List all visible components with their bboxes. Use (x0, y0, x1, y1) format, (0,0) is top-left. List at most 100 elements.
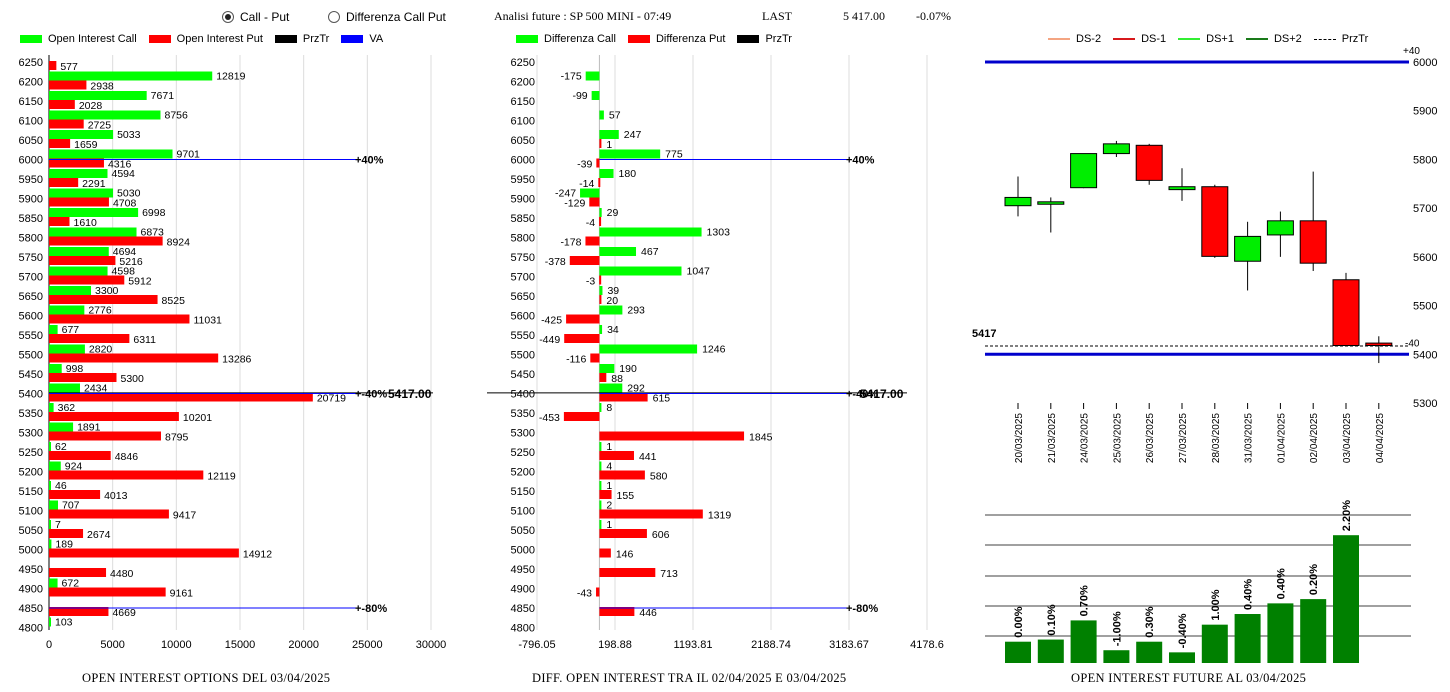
diff-put-label: 1319 (708, 510, 732, 522)
y-tick-label: 5600 (1413, 252, 1437, 264)
put-bar (49, 490, 101, 499)
future-bar-label: 0.10% (1046, 604, 1058, 635)
legend-item: Open Interest Call (20, 33, 137, 45)
diff-call-label: 247 (624, 129, 642, 141)
strike-label: 5450 (19, 369, 43, 381)
diff-call-label: 190 (619, 363, 637, 375)
put-bar (49, 587, 166, 597)
diff-call-label: 1303 (707, 227, 731, 239)
future-bar-label: 0.20% (1308, 564, 1320, 595)
diff-put-label: 1845 (749, 432, 773, 444)
call-value-label: 2820 (89, 344, 113, 356)
put-bar (49, 256, 116, 265)
call-bar (49, 442, 51, 451)
put-bar (49, 275, 125, 285)
strike-label: 6050 (19, 135, 43, 147)
candle-body (1102, 143, 1130, 155)
future-bar (1136, 641, 1163, 663)
put-value-label: 11031 (193, 315, 222, 327)
diff-put-bar (599, 470, 645, 480)
call-bar (49, 169, 108, 178)
y-tick-label: 5400 (1413, 349, 1437, 361)
future-bar-label: 0.30% (1144, 606, 1156, 637)
call-bar (49, 403, 54, 412)
strike-label: 5000 (511, 545, 535, 557)
radio-differenza-call-put[interactable]: Differenza Call Put (328, 10, 446, 24)
legend-item: VA (341, 33, 383, 45)
diff-put-label: 615 (653, 393, 671, 405)
strike-label: 6000 (511, 155, 535, 167)
diff-put-label: -178 (560, 237, 581, 249)
diff-call-label: -99 (572, 90, 587, 102)
diff-put-bar (569, 256, 600, 265)
radio-selected-icon (222, 11, 234, 23)
call-value-label: 189 (55, 539, 73, 551)
diff-put-bar (599, 139, 602, 148)
band-label: -40 (1405, 338, 1420, 349)
future-bar-label: 0.40% (1243, 579, 1255, 610)
legend-label: DS+2 (1273, 33, 1302, 45)
put-bar (49, 158, 104, 168)
diff-put-bar (596, 587, 600, 597)
legend-left: Open Interest Call Open Interest Put Prz… (20, 33, 395, 45)
strike-label: 5550 (19, 330, 43, 342)
put-value-label: 4013 (104, 490, 128, 502)
x-tick-label: 1193.81 (674, 639, 713, 651)
future-bar (1201, 624, 1228, 663)
strike-label: 4950 (511, 564, 535, 576)
diff-put-label: 606 (652, 529, 670, 541)
put-value-label: 8795 (165, 432, 189, 444)
diff-call-bar (599, 208, 602, 217)
diff-put-label: 146 (616, 549, 634, 561)
candle-body (1299, 220, 1327, 264)
call-value-label: 12819 (216, 71, 245, 83)
put-value-label: 4480 (110, 568, 134, 580)
strike-label: 5050 (511, 525, 535, 537)
put-value-label: 2725 (88, 120, 112, 132)
diff-put-bar (564, 334, 600, 343)
diff-put-bar (599, 451, 634, 460)
call-bar (49, 149, 173, 159)
strike-label: 5450 (511, 369, 535, 381)
call-value-label: 6998 (142, 207, 166, 219)
diff-call-label: 467 (641, 246, 659, 258)
y-tick-label: 5700 (1413, 203, 1437, 215)
put-value-label: 4316 (108, 159, 132, 171)
radio-call-put[interactable]: Call - Put (222, 10, 289, 24)
diff-put-label: -453 (539, 412, 560, 424)
legend-label: DS-1 (1141, 33, 1167, 45)
strike-label: 5900 (19, 194, 43, 206)
put-bar (49, 568, 107, 577)
put-value-label: 4708 (113, 198, 137, 210)
future-bar (1037, 639, 1064, 663)
diff-call-bar (599, 247, 637, 256)
diff-put-label: 1 (606, 139, 612, 151)
future-bar (1300, 599, 1327, 663)
put-value-label: 8525 (162, 295, 186, 307)
legend-swatch (148, 35, 171, 43)
diff-call-label: 8 (606, 402, 612, 414)
call-bar (49, 130, 114, 139)
radio-call-put-label: Call - Put (240, 10, 290, 24)
diff-call-label: 57 (609, 110, 621, 122)
call-bar (49, 364, 62, 373)
call-bar (49, 247, 109, 256)
put-bar (49, 139, 71, 148)
put-value-label: 2028 (79, 100, 103, 112)
legend-swatch (627, 35, 650, 43)
legend-label: PrzTr (765, 33, 792, 45)
y-tick-label: 5900 (1413, 106, 1437, 118)
candle-body (1365, 342, 1393, 347)
call-bar (49, 91, 147, 100)
candle-body (1135, 144, 1163, 181)
call-bar (49, 325, 58, 334)
call-value-label: 46 (55, 480, 67, 492)
strike-label: 5300 (19, 428, 43, 440)
diff-call-bar (599, 266, 682, 276)
strike-label: 5950 (511, 174, 535, 186)
diff-call-label: 180 (619, 168, 637, 180)
x-tick-label: 15000 (225, 639, 256, 651)
future-bar (1234, 614, 1261, 663)
call-value-label: 7 (55, 519, 61, 531)
radio-unselected-icon (328, 11, 340, 23)
